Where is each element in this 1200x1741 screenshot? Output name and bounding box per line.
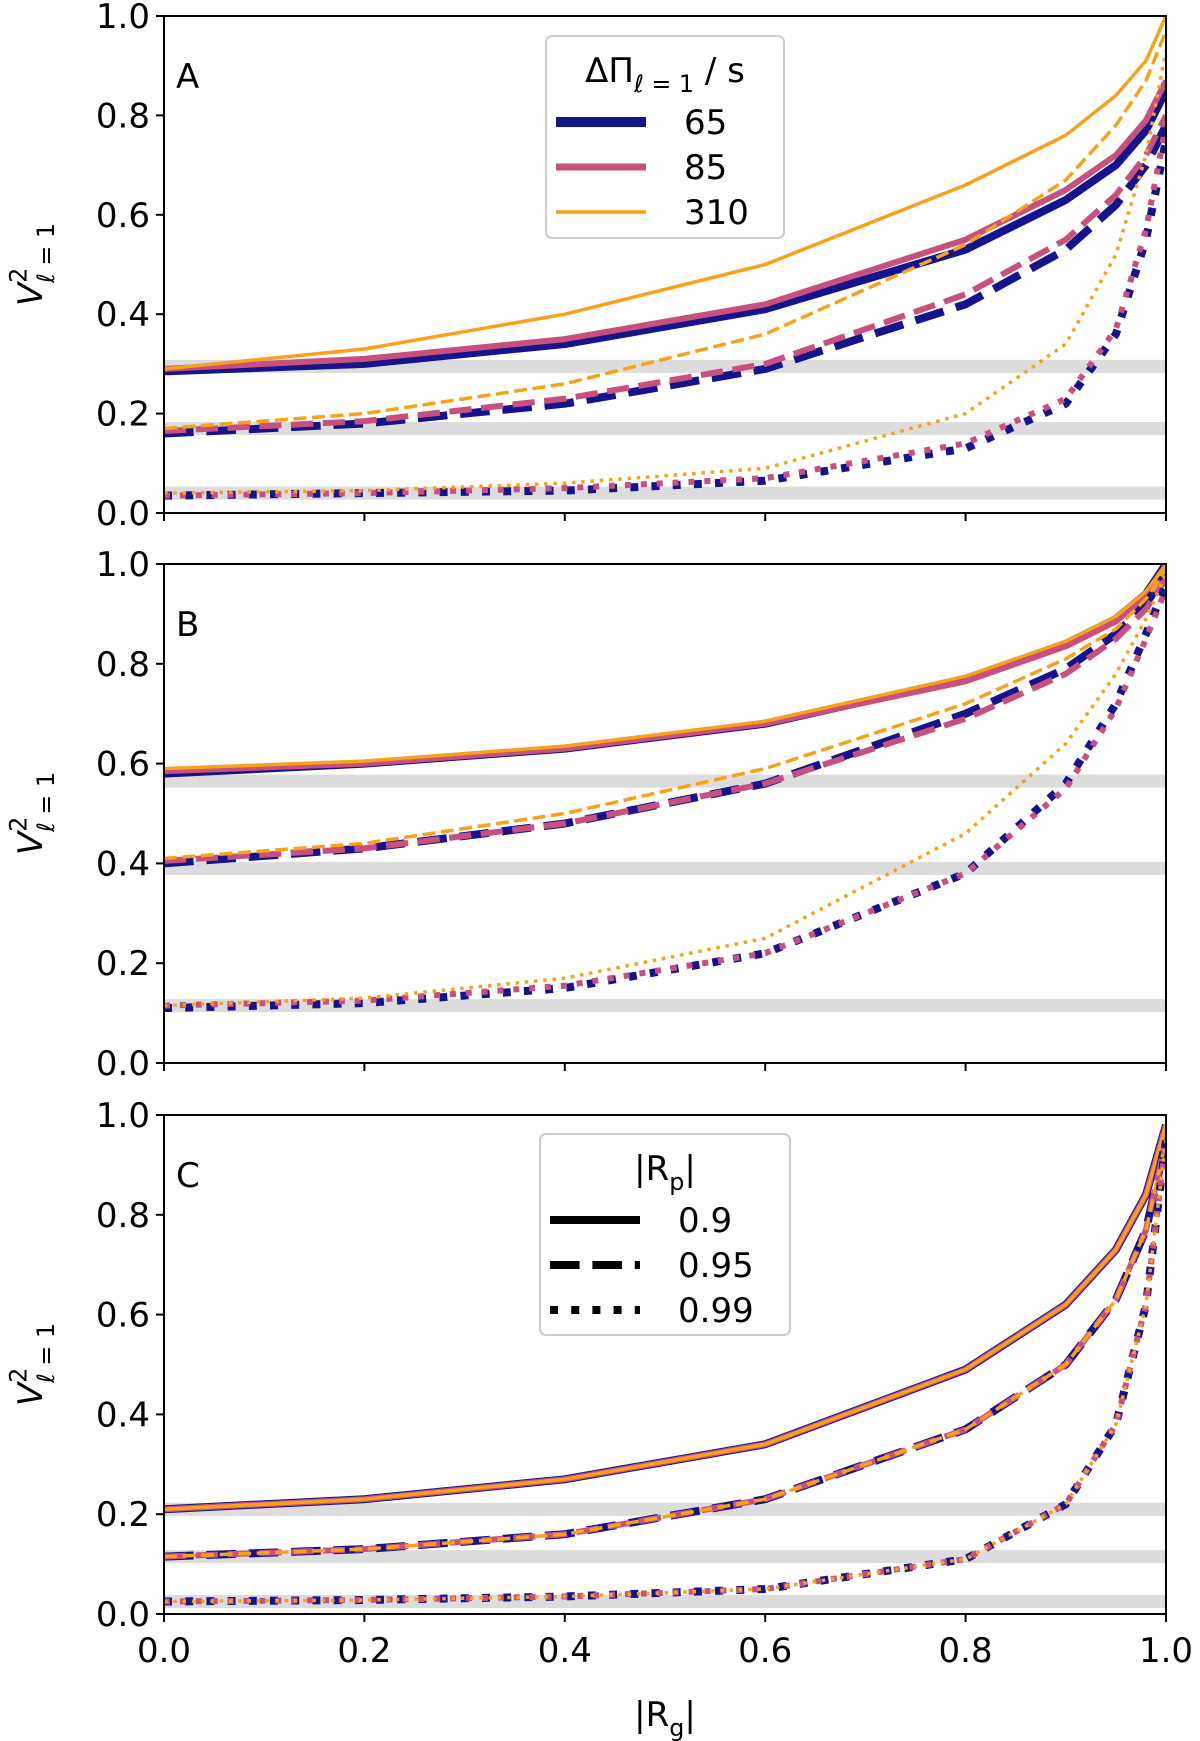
series-line [164, 1139, 1166, 1559]
legend-label: 85 [684, 148, 727, 188]
plot-area [164, 564, 1166, 1013]
legend-box [545, 35, 785, 239]
series-line [164, 567, 1166, 775]
series-line [164, 564, 1166, 771]
label-tail: | [684, 1149, 695, 1189]
label-tail: / s [694, 51, 745, 91]
label-base: ΔΠ [585, 51, 634, 91]
y-tick-label: 0.6 [96, 196, 150, 236]
label-sub: ℓ = 1 [32, 1323, 60, 1384]
legend-box [539, 1133, 791, 1336]
axes-frame [163, 563, 1167, 1064]
y-tick-label: 0.4 [96, 295, 150, 335]
y-tick-label: 0.4 [96, 844, 150, 884]
panel-label: B [176, 605, 199, 645]
y-tick-label: 0.2 [96, 1495, 150, 1535]
series-line [164, 88, 1166, 376]
legend: ΔΠℓ = 1 / s 65 85 310 [545, 35, 785, 239]
y-tick-label: 1.0 [96, 1096, 150, 1136]
series-line [164, 571, 1166, 868]
label-sub: ℓ = 1 [32, 223, 60, 284]
y-tick-label: 1.0 [96, 545, 150, 585]
x-tick-label: 0.4 [538, 1631, 592, 1671]
series-line [164, 114, 1166, 434]
label-sub: p [669, 1168, 684, 1196]
series-line [164, 587, 1166, 1009]
series-line [164, 124, 1166, 499]
label-sup: 2 [5, 817, 33, 832]
series-line [164, 30, 1166, 431]
legend-label: 0.99 [678, 1291, 754, 1331]
legend-label: 310 [684, 193, 749, 233]
series-line [164, 582, 1166, 1013]
label-sub: ℓ = 1 [633, 70, 694, 98]
y-tick-label: 0.2 [96, 395, 150, 435]
label-sup: 2 [5, 268, 33, 283]
y-axis-label: V2ℓ = 1 [5, 223, 60, 306]
series-line [164, 1124, 1166, 1511]
label-base: |R [634, 1149, 669, 1189]
label-sup: 2 [5, 1368, 33, 1383]
y-tick-label: 0.8 [96, 645, 150, 685]
axes-frame [163, 15, 1167, 514]
legend-label: 0.95 [678, 1246, 754, 1286]
x-axis-label: |Rg| [634, 1695, 696, 1741]
label-base: V [11, 280, 51, 306]
y-tick-label: 0.8 [96, 1196, 150, 1236]
panel: 0.0 0.2 0.4 0.6 0.8 1.0 B V2ℓ = 1 [5, 545, 1167, 1084]
y-tick-label: 0.0 [96, 1044, 150, 1084]
axes-frame [163, 1114, 1167, 1615]
y-tick-label: 0.4 [96, 1395, 150, 1435]
series-line [164, 79, 1166, 372]
y-tick-label: 0.6 [96, 1296, 150, 1336]
series-line [164, 1139, 1166, 1604]
x-tick-label: 0.2 [337, 1631, 391, 1671]
x-tick-label: 1.0 [1139, 1631, 1193, 1671]
label-tail: | [684, 1695, 695, 1735]
label-base: V [11, 829, 51, 855]
plot-area [164, 16, 1166, 500]
legend-title: ΔΠℓ = 1 / s [585, 51, 745, 98]
series-line [164, 577, 1166, 864]
panel-label: A [176, 57, 199, 97]
x-tick-label: 0.6 [738, 1631, 792, 1671]
series-line [164, 50, 1166, 495]
y-tick-label: 0.8 [96, 96, 150, 136]
legend-label: 0.9 [678, 1201, 732, 1241]
label-base: V [11, 1380, 51, 1406]
series-line [164, 123, 1166, 438]
label-sub: ℓ = 1 [32, 772, 60, 833]
legend: |Rp| 0.9 0.95 0.99 [539, 1133, 791, 1336]
legend-label: 65 [684, 103, 727, 143]
y-tick-label: 0.0 [96, 494, 150, 534]
series-line [164, 16, 1166, 371]
legend-title: |Rp| [634, 1149, 696, 1196]
panel: 0.0 0.2 0.4 0.6 0.8 1.0 0.0 0.2 0.4 0.6 0.8 1.0 C V2ℓ… [5, 1096, 1193, 1741]
plot-area [164, 1123, 1166, 1609]
series-line [164, 139, 1166, 500]
series-line [164, 573, 1166, 1008]
x-tick-label: 0.8 [939, 1631, 993, 1671]
panel-label: C [176, 1156, 200, 1196]
y-axis-label: V2ℓ = 1 [5, 1323, 60, 1406]
series-line [164, 564, 1166, 778]
x-tick-label: 0.0 [137, 1631, 191, 1671]
y-tick-label: 0.2 [96, 944, 150, 984]
label-sub: g [669, 1714, 684, 1741]
series-line [164, 568, 1166, 861]
y-axis-label: V2ℓ = 1 [5, 772, 60, 855]
y-tick-label: 0.0 [96, 1595, 150, 1635]
y-tick-label: 0.6 [96, 745, 150, 785]
label-base: |R [634, 1695, 669, 1735]
y-tick-label: 1.0 [96, 0, 150, 37]
